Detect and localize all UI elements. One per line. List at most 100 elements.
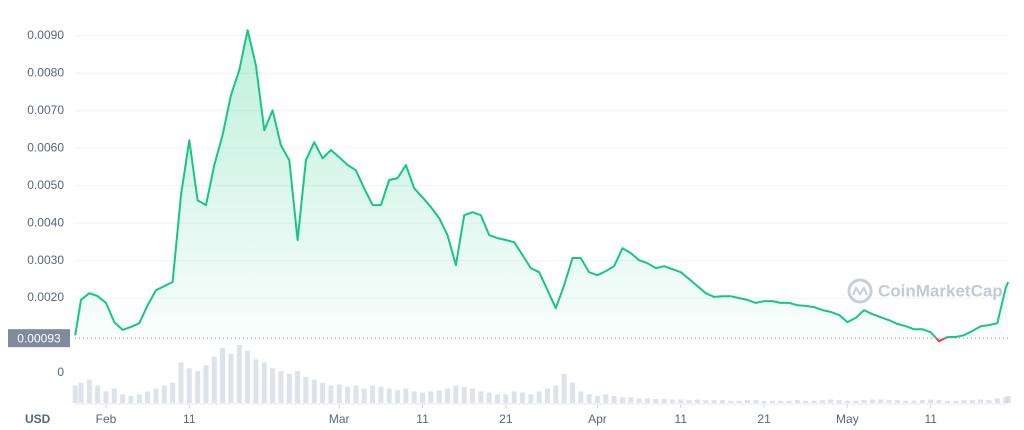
- volume-bar: [686, 400, 692, 403]
- volume-bar: [594, 396, 600, 403]
- volume-bar: [953, 400, 959, 403]
- watermark: CoinMarketCap: [847, 278, 1003, 304]
- volume-bar: [203, 365, 209, 403]
- volume-bar: [103, 391, 109, 403]
- volume-bar: [794, 400, 800, 403]
- y-tick-label: 0.0030: [27, 253, 64, 267]
- y-tick-label: 0.0060: [27, 140, 64, 154]
- volume-bar: [528, 394, 534, 403]
- volume-bar: [819, 400, 825, 403]
- y-tick-label: 0.0080: [27, 65, 64, 79]
- volume-bar: [361, 388, 367, 403]
- volume-bar: [178, 362, 184, 403]
- price-line: [74, 29, 1010, 339]
- volume-bar: [911, 400, 917, 403]
- volume-bar: [270, 368, 276, 403]
- volume-bar: [978, 399, 984, 403]
- volume-bar: [669, 399, 675, 403]
- volume-bar: [261, 362, 267, 403]
- volume-bar: [1005, 396, 1011, 403]
- volume-bar: [628, 397, 634, 403]
- volume-bar: [278, 371, 284, 403]
- watermark-text: CoinMarketCap: [878, 281, 1003, 300]
- y-tick-label: 0.0070: [27, 103, 64, 117]
- x-tick-label: May: [836, 412, 859, 426]
- volume-bar: [236, 345, 242, 403]
- x-tick-label: Feb: [96, 412, 117, 426]
- volume-bar: [345, 386, 351, 403]
- volume-bar: [461, 386, 467, 403]
- volume-bar: [578, 391, 584, 403]
- volume-bar: [78, 382, 84, 403]
- volume-bar: [95, 385, 101, 403]
- volume-bar: [569, 382, 575, 403]
- price-area: [75, 30, 1009, 339]
- y-tick-label: 0.0020: [27, 290, 64, 304]
- volume-bar: [478, 391, 484, 403]
- volume-bar: [311, 379, 317, 403]
- volume-bar: [744, 400, 750, 403]
- currency-label: USD: [25, 412, 51, 426]
- volume-bar: [536, 391, 542, 403]
- volume-bar: [811, 400, 817, 403]
- volume-bar: [445, 388, 451, 403]
- volume-bar: [719, 400, 725, 403]
- volume-bar: [495, 394, 501, 403]
- volume-bar: [353, 385, 359, 403]
- volume-bar: [711, 400, 717, 403]
- volume-bar: [944, 400, 950, 403]
- x-tick-label: 11: [675, 412, 688, 426]
- volume-bar: [328, 385, 334, 403]
- volume-bar: [861, 400, 867, 403]
- volume-bar: [220, 347, 226, 403]
- volume-bar: [544, 388, 550, 403]
- volume-bar: [853, 400, 859, 403]
- volume-bar: [228, 353, 234, 403]
- volume-bar: [986, 400, 992, 403]
- volume-bar: [844, 400, 850, 403]
- volume-bar: [761, 400, 767, 403]
- volume-bar: [428, 391, 434, 403]
- volume-bar: [420, 392, 426, 403]
- baseline-label-box: [8, 329, 70, 348]
- volume-bar: [619, 397, 625, 403]
- volume-bar: [678, 399, 684, 403]
- volume-bar: [136, 394, 142, 403]
- volume-bar: [778, 400, 784, 403]
- volume-bar: [411, 391, 417, 403]
- y-tick-label: 0: [57, 365, 64, 379]
- baseline-label: 0.00093: [17, 331, 61, 345]
- volume-bar: [736, 400, 742, 403]
- volume-bar: [303, 376, 309, 403]
- volume-bar: [869, 399, 875, 403]
- volume-bar: [653, 398, 659, 403]
- volume-bar: [403, 388, 409, 403]
- volume-bar: [661, 398, 667, 403]
- volume-bar: [969, 400, 975, 403]
- volume-bar: [503, 394, 509, 403]
- x-tick-label: 21: [757, 412, 771, 426]
- volume-bar: [320, 382, 326, 403]
- volume-bar: [286, 374, 292, 403]
- volume-bar: [586, 394, 592, 403]
- volume-bar: [395, 390, 401, 403]
- volume-bar: [919, 400, 925, 403]
- volume-bar: [453, 385, 459, 403]
- volume-bar: [86, 379, 92, 403]
- volume-bar: [120, 394, 126, 403]
- x-tick-label: 11: [416, 412, 429, 426]
- volume-bar: [128, 396, 134, 403]
- volume-bar: [186, 368, 192, 403]
- volume-bar: [470, 388, 476, 403]
- volume-bar: [436, 390, 442, 403]
- volume-bar: [145, 391, 151, 403]
- volume-bar: [370, 385, 376, 403]
- y-tick-label: 0.0050: [27, 178, 64, 192]
- volume-bar: [753, 400, 759, 403]
- volume-bar: [803, 400, 809, 403]
- volume-bar: [828, 399, 834, 403]
- volume-bar: [961, 400, 967, 403]
- volume-bar: [386, 388, 392, 403]
- volume-bar: [928, 399, 934, 403]
